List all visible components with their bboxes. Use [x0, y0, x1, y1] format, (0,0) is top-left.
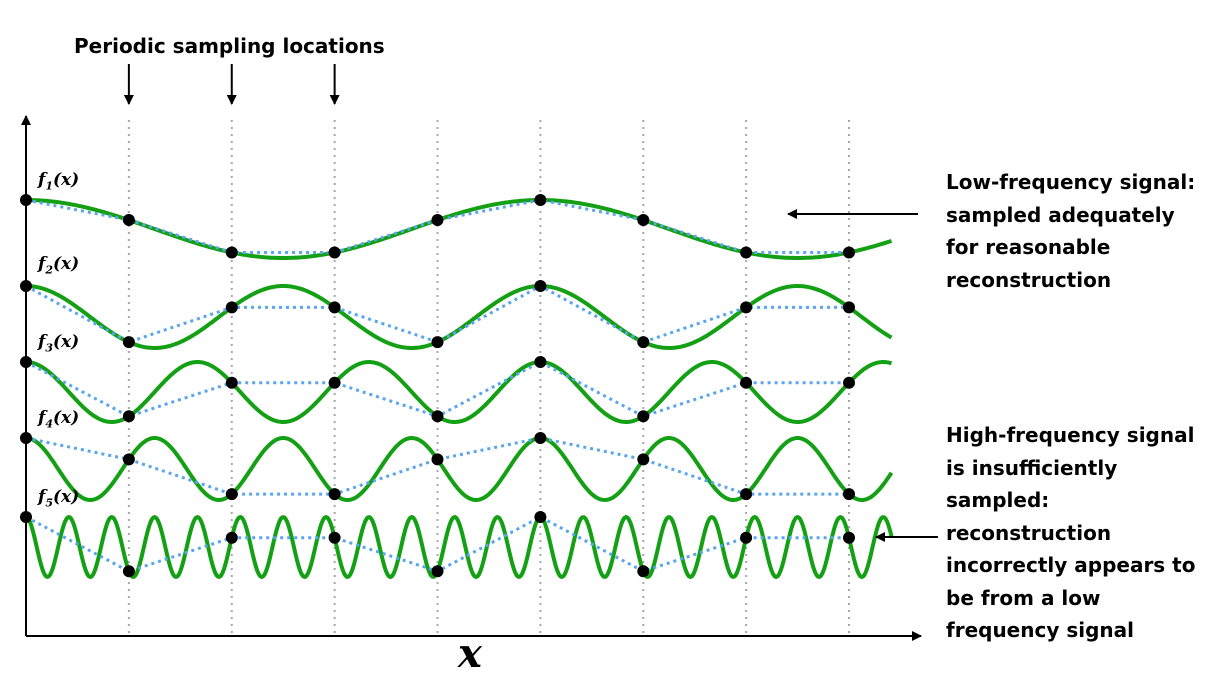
reconstruction-line-1 [25, 198, 849, 254]
signal-label-f1: f1(x) [38, 170, 80, 193]
x-axis-label: x [458, 630, 482, 677]
reconstruction-line-4 [25, 436, 849, 496]
annotation-line: reconstruction [946, 267, 1112, 292]
sample-point [122, 214, 135, 226]
reconstruction-line-2 [25, 284, 849, 344]
sample-point [740, 301, 753, 314]
sample-point [534, 511, 547, 523]
sample-point [843, 301, 855, 314]
annotation-line: for reasonable [946, 235, 1111, 259]
sample-point [328, 301, 341, 314]
sample-point [225, 301, 238, 314]
sample-point [740, 531, 753, 544]
sample-point [122, 565, 135, 578]
sample-point [431, 214, 444, 226]
sample-point [534, 194, 547, 206]
sample-point [843, 246, 855, 259]
sample-point [225, 531, 238, 544]
high-frequency-annotation: High-frequency signal is insufficiently … [946, 419, 1195, 647]
signal-label-f4: f4(x) [38, 408, 80, 431]
sample-point [122, 453, 135, 466]
annotation-line: is insufficiently [946, 455, 1118, 480]
sample-point [122, 336, 135, 349]
sample-point [843, 376, 855, 389]
sample-point [843, 488, 855, 501]
sample-point [328, 488, 341, 501]
annotation-line: frequency signal [946, 618, 1135, 642]
sample-point [328, 246, 341, 259]
sample-point [225, 376, 238, 389]
signal-curve-5 [25, 515, 894, 579]
sample-point [534, 356, 547, 368]
annotation-line: Low-frequency signal: [946, 170, 1196, 194]
sample-point [431, 565, 444, 578]
sample-point [637, 410, 650, 423]
annotation-line: incorrectly appears to [946, 553, 1196, 577]
annotation-line: be from a low [946, 585, 1101, 610]
sample-point [20, 280, 32, 292]
sample-point [637, 565, 650, 578]
sample-point [637, 336, 650, 349]
sample-point [225, 246, 238, 259]
signal-curve-3 [25, 360, 893, 424]
sample-point [534, 432, 547, 444]
low-frequency-annotation: Low-frequency signal: sampled adequately… [946, 166, 1195, 296]
sample-point [20, 511, 32, 523]
sample-point [328, 376, 341, 389]
sample-point [740, 488, 753, 501]
sample-point [637, 214, 650, 226]
annotation-line: sampled adequately [946, 202, 1175, 227]
sample-point [431, 453, 444, 466]
sampling-locations-title: Periodic sampling locations [74, 34, 385, 58]
annotation-line: High-frequency signal [946, 423, 1195, 447]
sample-point [431, 410, 444, 423]
sample-point [534, 280, 547, 292]
annotation-line: sampled: [946, 488, 1050, 512]
sample-point [328, 531, 341, 544]
sample-point [431, 336, 444, 349]
sample-point [740, 376, 753, 389]
sample-point [843, 531, 855, 544]
sample-point [225, 488, 238, 501]
annotation-line: reconstruction [946, 520, 1112, 545]
sample-point [20, 194, 32, 206]
sample-point [20, 432, 32, 444]
signal-label-f2: f2(x) [38, 254, 80, 277]
signal-curve-2 [25, 284, 893, 350]
sample-point [122, 410, 135, 423]
sample-point [740, 246, 753, 259]
signal-label-f3: f3(x) [38, 332, 80, 355]
sample-point [20, 356, 32, 368]
sample-point [637, 453, 650, 466]
signal-label-f5: f5(x) [38, 487, 80, 510]
